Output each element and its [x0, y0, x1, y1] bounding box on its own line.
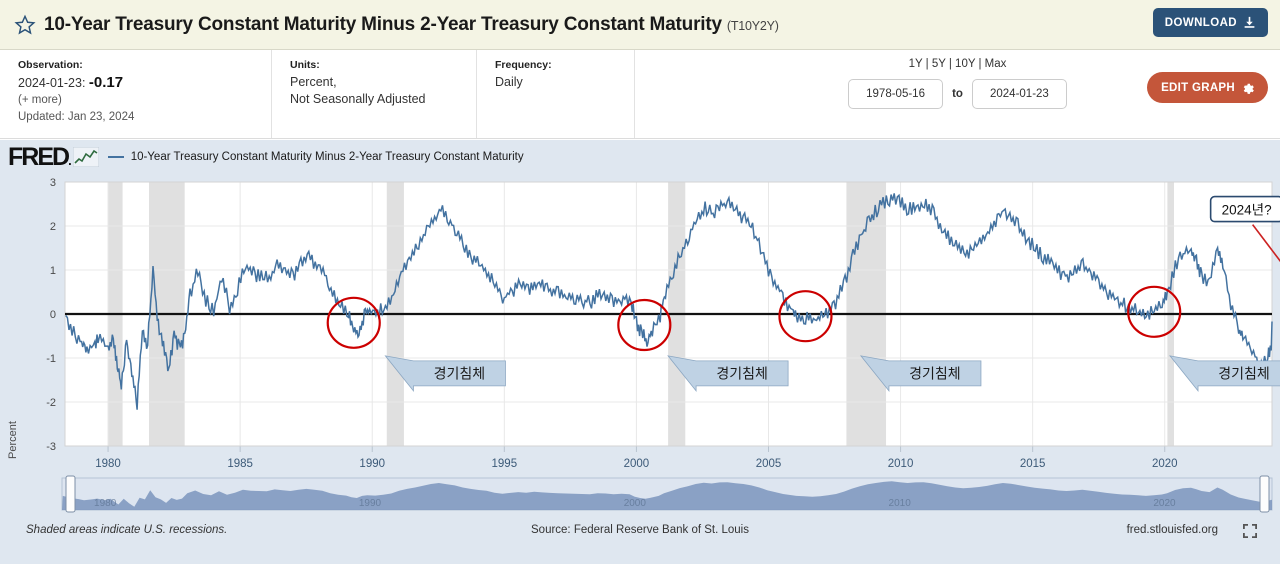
- star-outline-icon[interactable]: [14, 14, 36, 36]
- range-presets-text[interactable]: 1Y | 5Y | 10Y | Max: [908, 58, 1007, 70]
- series-line: [65, 193, 1273, 410]
- frequency-value: Daily: [495, 75, 523, 89]
- fred-logo: FRED.: [8, 142, 71, 172]
- x-tick-label: 1990: [359, 458, 385, 470]
- y-tick-label: 2: [50, 221, 56, 233]
- units-value-1: Percent,: [290, 75, 337, 89]
- inversion-circle-annotation: [617, 298, 672, 352]
- year-callout-label: 2024년?: [1222, 203, 1272, 218]
- series-title-text: 10-Year Treasury Constant Maturity Minus…: [44, 13, 722, 35]
- graph-footer: Shaded areas indicate U.S. recessions. S…: [0, 514, 1280, 560]
- y-tick-label: 3: [50, 177, 56, 189]
- x-tick-label: 2000: [624, 458, 650, 470]
- units-value-2: Not Seasonally Adjusted: [290, 92, 426, 106]
- range-preset-links[interactable]: 1Y | 5Y | 10Y | Max: [909, 58, 1007, 70]
- inversion-circle-annotation: [1127, 285, 1182, 338]
- page-title: 10-Year Treasury Constant Maturity Minus…: [44, 14, 779, 36]
- recession-callout: 경기침체: [667, 355, 789, 393]
- more-link[interactable]: (+ more): [18, 94, 62, 106]
- navigator-handle-left: [65, 475, 76, 513]
- start-date-input[interactable]: 1978-05-16: [848, 79, 944, 109]
- range-navigator[interactable]: 1980 1990 2000 2010 2020: [0, 474, 1280, 514]
- recession-callout: 경기침체: [1169, 355, 1280, 393]
- x-tick-label: 2020: [1152, 458, 1178, 470]
- download-icon: [1244, 16, 1255, 28]
- recession-callout: 경기침체: [859, 355, 982, 393]
- inversion-circle-annotation: [778, 290, 833, 343]
- recession-callout: 경기침체: [384, 355, 506, 393]
- to-label: to: [952, 88, 963, 100]
- svg-text:2010: 2010: [889, 498, 912, 509]
- recession-note: Shaded areas indicate U.S. recessions.: [26, 524, 228, 536]
- observation-value: -0.17: [88, 74, 124, 91]
- download-button-label: DOWNLOAD: [1164, 16, 1237, 29]
- observation-cell: Observation: 2024-01-23: -0.17 (+ more) …: [0, 50, 272, 138]
- navigator-area: [62, 481, 1272, 510]
- recession-callout-label: 경기침체: [1218, 365, 1270, 381]
- gear-icon: [1243, 83, 1254, 94]
- metadata-bar: Observation: 2024-01-23: -0.17 (+ more) …: [0, 50, 1280, 139]
- x-tick-label: 2005: [756, 458, 782, 470]
- observation-label: Observation:: [18, 59, 83, 71]
- y-tick-label: 1: [50, 265, 56, 277]
- fred-logo-dot: .: [68, 152, 71, 168]
- navigator-handle-right: [1259, 475, 1270, 513]
- graph-panel: FRED. 10-Year Treasury Constant Maturity…: [0, 140, 1280, 564]
- recession-callout-label: 경기침체: [434, 365, 486, 381]
- navigator-svg[interactable]: 1980 1990 2000 2010 2020: [0, 474, 1280, 514]
- source-note: Source: Federal Reserve Bank of St. Loui…: [531, 524, 749, 536]
- year-callout-annotation: 2024년?: [1209, 195, 1280, 263]
- y-tick-label: -1: [46, 353, 56, 365]
- fullscreen-icon[interactable]: [1242, 523, 1258, 539]
- x-tick-label: 1995: [492, 458, 518, 470]
- chart-svg[interactable]: 3 2 1 0 -1 -2 -3 1980 1985 1990 1995 2000 2005 2010 20…: [0, 174, 1280, 474]
- x-tick-label: 1980: [95, 458, 121, 470]
- download-button[interactable]: DOWNLOAD: [1152, 8, 1268, 37]
- series-id: (T10Y2Y): [726, 18, 779, 33]
- inversion-circle-annotation: [326, 296, 381, 349]
- recession-callout-label: 경기침체: [716, 365, 768, 381]
- fred-url[interactable]: fred.stlouisfed.org: [1126, 524, 1218, 536]
- edit-graph-label: EDIT GRAPH: [1161, 81, 1235, 94]
- observation-value-row: 2024-01-23: -0.17: [18, 74, 257, 92]
- page-header: 10-Year Treasury Constant Maturity Minus…: [0, 0, 1280, 50]
- svg-text:2000: 2000: [624, 498, 647, 509]
- svg-text:1990: 1990: [359, 498, 382, 509]
- y-tick-label: -2: [46, 397, 56, 409]
- frequency-label: Frequency:: [495, 59, 552, 71]
- svg-text:1980: 1980: [94, 498, 117, 509]
- x-tick-label: 1985: [227, 458, 253, 470]
- svg-text:2020: 2020: [1153, 498, 1176, 509]
- observation-date: 2024-01-23:: [18, 76, 86, 90]
- legend-color-swatch: [107, 155, 124, 159]
- x-tick-label: 2010: [888, 458, 914, 470]
- units-label: Units:: [290, 59, 320, 71]
- x-tick-label: 2015: [1020, 458, 1046, 470]
- sparkline-icon: [72, 146, 100, 168]
- date-range-controls: 1Y | 5Y | 10Y | Max 1978-05-16 to 2024-0…: [635, 50, 1280, 138]
- units-cell: Units: Percent, Not Seasonally Adjusted: [272, 50, 477, 138]
- legend-label: 10-Year Treasury Constant Maturity Minus…: [130, 151, 524, 163]
- frequency-cell: Frequency: Daily: [477, 50, 635, 138]
- graph-header-bar: FRED. 10-Year Treasury Constant Maturity…: [0, 140, 1280, 174]
- y-tick-label: -3: [46, 441, 56, 453]
- recession-callout-label: 경기침체: [909, 365, 961, 381]
- end-date-input[interactable]: 2024-01-23: [971, 79, 1067, 109]
- plot-area: Percent 3 2 1 0 -1 -2 -3 1980 1985 1990 1995 2000 20…: [0, 174, 1280, 474]
- chart-legend: 10-Year Treasury Constant Maturity Minus…: [107, 151, 524, 163]
- edit-graph-button[interactable]: EDIT GRAPH: [1147, 72, 1268, 103]
- updated-text: Updated: Jan 23, 2024: [18, 111, 135, 123]
- date-range-row: 1978-05-16 to 2024-01-23: [848, 79, 1067, 109]
- y-tick-label: 0: [50, 309, 56, 321]
- fred-logo-text: FRED: [8, 142, 70, 171]
